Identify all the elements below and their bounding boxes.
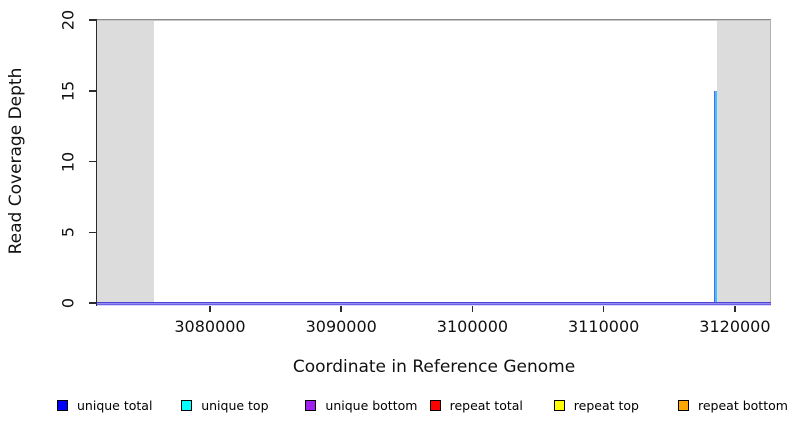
legend-item: repeat total — [429, 398, 523, 413]
legend-swatch — [181, 400, 193, 411]
y-tick-label: 10 — [58, 151, 78, 172]
legend-item: unique total — [57, 398, 152, 413]
y-tick — [89, 302, 96, 304]
legend-item: unique bottom — [305, 398, 417, 413]
y-axis-title-text: Read Coverage Depth — [6, 67, 26, 255]
legend-label: unique bottom — [325, 398, 418, 413]
x-axis-title: Coordinate in Reference Genome — [292, 357, 576, 377]
x-tick — [340, 305, 342, 312]
zero-coverage-baseline — [97, 301, 771, 306]
legend-label: repeat top — [573, 398, 639, 413]
legend-label: unique total — [77, 398, 153, 413]
x-tick-label: 3110000 — [568, 317, 640, 336]
y-tick — [89, 231, 96, 233]
legend-swatch — [678, 400, 689, 411]
legend-item: repeat top — [553, 398, 639, 413]
shaded-region — [97, 21, 154, 303]
legend-swatch — [429, 400, 441, 411]
legend-label: repeat bottom — [698, 398, 788, 413]
x-tick — [602, 305, 605, 312]
y-tick-label: 5 — [58, 227, 78, 238]
max-depth-line — [97, 19, 771, 21]
x-tick — [209, 305, 211, 312]
y-tick — [89, 160, 96, 163]
legend-item: unique top — [181, 398, 269, 413]
x-tick-label: 3090000 — [305, 317, 377, 336]
y-axis-line — [95, 19, 97, 306]
legend-swatch — [553, 400, 565, 411]
coverage-spike — [713, 90, 717, 304]
legend-label: repeat total — [449, 398, 523, 413]
y-tick-label: 15 — [58, 80, 78, 101]
x-tick-label: 3120000 — [699, 317, 771, 336]
legend-swatch — [57, 400, 68, 411]
legend-label: unique top — [201, 398, 269, 413]
legend: unique total unique top unique bottom repea… — [0, 398, 792, 422]
shaded-region — [717, 21, 771, 303]
y-tick-label: 20 — [58, 9, 78, 31]
legend-swatch — [305, 400, 317, 411]
x-tick-label: 3080000 — [174, 317, 246, 336]
legend-item: repeat bottom — [678, 398, 788, 413]
x-tick-label: 3100000 — [436, 317, 509, 336]
y-tick — [89, 19, 96, 21]
y-tick-label: 0 — [58, 297, 78, 309]
y-tick — [89, 90, 96, 92]
x-tick — [734, 305, 736, 312]
x-tick — [471, 305, 474, 312]
